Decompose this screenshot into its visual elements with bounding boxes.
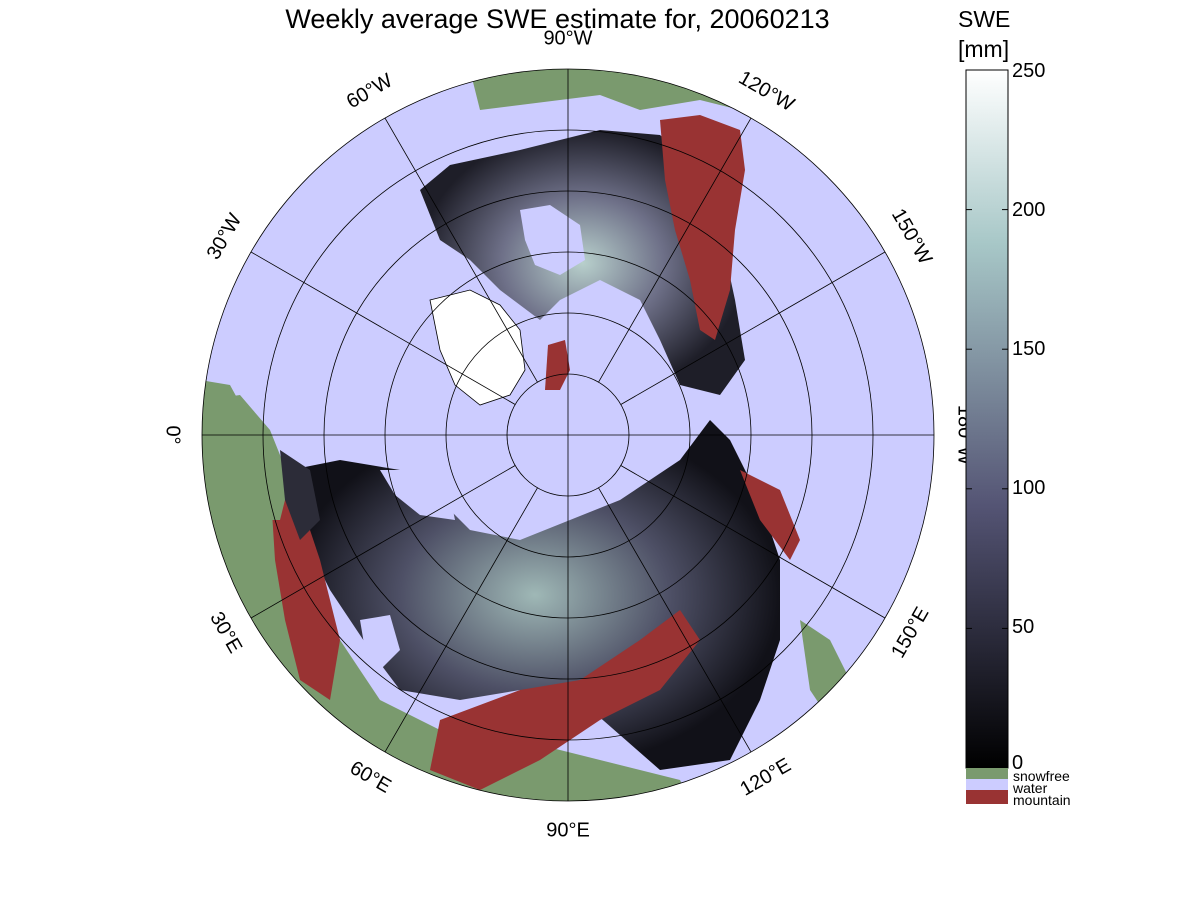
hudson-bay (520, 205, 585, 275)
colorbar-tick-label: 150 (1012, 338, 1046, 360)
meridian-label: 120°E (736, 754, 794, 800)
meridian-line (620, 251, 886, 405)
meridian-label: 60°E (346, 757, 395, 798)
greenland-mountain (545, 340, 570, 390)
colorbar-tick-label: 100 (1012, 477, 1046, 499)
meridian-label: 120°W (735, 67, 798, 116)
colorbar-tick-label: 0 (1012, 752, 1024, 774)
legend-label-snowfree: snowfree (1013, 768, 1070, 784)
meridian-line (620, 465, 886, 619)
colorbar-tick-label: 50 (1012, 616, 1035, 638)
scandinavia (205, 395, 290, 520)
meridian-label: 0° (162, 425, 184, 444)
meridian-line (598, 117, 752, 383)
meridian-line (598, 487, 752, 753)
colorbar-gradient (965, 69, 1009, 769)
meridian-label: 30°W (203, 210, 247, 264)
meridian-label: 60°W (343, 70, 397, 114)
meridian-label: 30°E (205, 608, 246, 657)
meridian-label: 150°E (887, 603, 933, 661)
legend-swatch-mountain (966, 790, 1008, 804)
caspian-sea (360, 615, 400, 670)
meridian-label: 90°E (546, 819, 590, 841)
meridian-line (250, 251, 516, 405)
legend-swatch-water (966, 779, 1008, 790)
scandinavia-snow (280, 450, 320, 540)
meridian-label: 150°W (887, 205, 936, 268)
rocky-mountains (660, 115, 745, 340)
colorbar-tick-label: 200 (1012, 199, 1046, 221)
novaya-zemlya (380, 470, 455, 520)
meridian-line (250, 465, 516, 619)
meridian-label: 90°W (543, 27, 592, 49)
legend-label-mountain: mountain (1013, 792, 1071, 808)
colorbar-title-line2: [mm] (958, 36, 1010, 62)
map-title: Weekly average SWE estimate for, 2006021… (285, 4, 830, 34)
eurasia-mountains-east (740, 470, 800, 560)
meridian-lines (202, 69, 934, 801)
north-america-snow (420, 130, 745, 395)
colorbar-tick-label: 250 (1012, 60, 1046, 82)
meridian-line (384, 487, 538, 753)
meridian-line (384, 117, 538, 383)
colorbar-title-line1: SWE (958, 6, 1011, 32)
colorbar-title: SWE [mm] (958, 4, 1010, 64)
legend-swatch-snowfree (966, 768, 1008, 779)
eurasia-mountains-south (430, 610, 700, 790)
legend-label-water: water (1013, 780, 1048, 796)
